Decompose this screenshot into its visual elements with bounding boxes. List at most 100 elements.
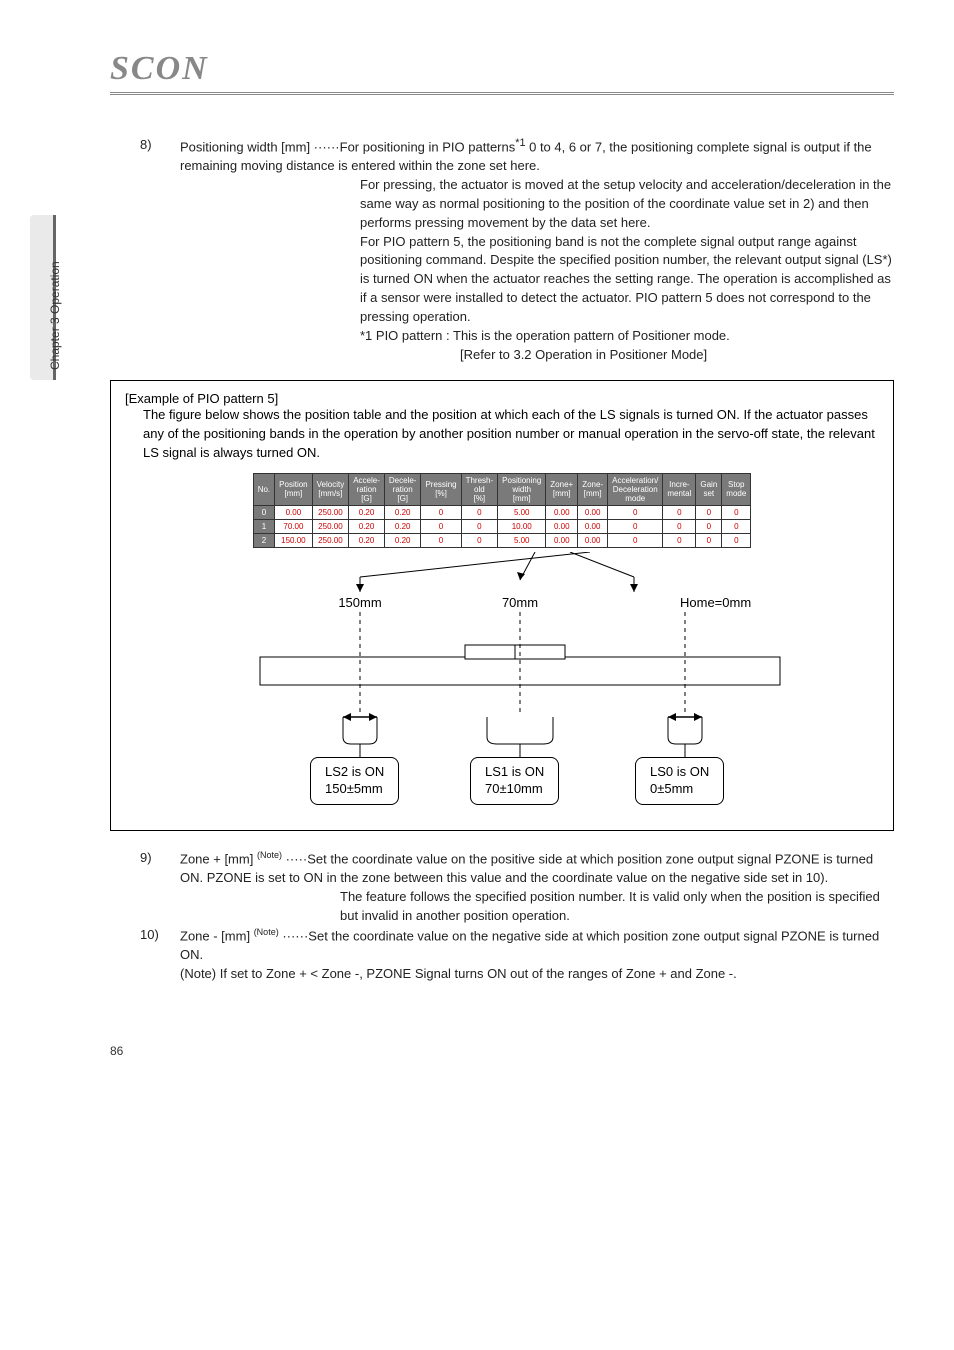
ls2-box: LS2 is ON 150±5mm: [310, 757, 399, 805]
table-cell: 0: [663, 519, 696, 533]
table-cell: 5.00: [498, 533, 546, 547]
table-cell: 0: [421, 505, 461, 519]
table-cell: 0.00: [546, 519, 578, 533]
table-cell: 250.00: [312, 519, 349, 533]
diagram: 150mm 70mm Home=0mm: [125, 552, 879, 812]
table-cell: 0: [663, 505, 696, 519]
ls1-line2: 70±10mm: [485, 781, 544, 798]
table-cell: 150.00: [275, 533, 312, 547]
table-cell: 0.20: [384, 519, 421, 533]
table-header: Zone-[mm]: [578, 473, 608, 505]
item-8-note-label: *1 PIO pattern :: [360, 328, 450, 343]
label-150: 150mm: [338, 595, 381, 610]
table-cell: 0.20: [384, 505, 421, 519]
ls0-line2: 0±5mm: [650, 781, 709, 798]
table-cell: 5.00: [498, 505, 546, 519]
table-cell: 0.00: [578, 505, 608, 519]
table-cell: 0: [696, 533, 722, 547]
table-cell: 0: [722, 533, 751, 547]
ls2-line2: 150±5mm: [325, 781, 384, 798]
table-header: No.: [253, 473, 274, 505]
item-10-dots: ······: [279, 928, 309, 943]
table-header: Incre-mental: [663, 473, 696, 505]
table-cell: 0: [608, 519, 663, 533]
table-cell: 0: [461, 505, 498, 519]
table-cell: 0.00: [578, 533, 608, 547]
table-header: Thresh-old[%]: [461, 473, 498, 505]
example-box: [Example of PIO pattern 5] The figure be…: [110, 380, 894, 831]
table-cell: 0: [722, 519, 751, 533]
ls1-line1: LS1 is ON: [485, 764, 544, 781]
label-home: Home=0mm: [680, 595, 751, 610]
item-10-label: Zone - [mm]: [180, 928, 254, 943]
table-cell: 0: [253, 505, 274, 519]
example-text: The figure below shows the position tabl…: [143, 406, 879, 463]
table-cell: 0: [722, 505, 751, 519]
table-header: Positioningwidth[mm]: [498, 473, 546, 505]
item-8-sup: *1: [515, 137, 525, 149]
table-header: Decele-ration[G]: [384, 473, 421, 505]
table-cell: 0: [608, 505, 663, 519]
table-cell: 250.00: [312, 505, 349, 519]
table-cell: 0: [696, 505, 722, 519]
ls0-box: LS0 is ON 0±5mm: [635, 757, 724, 805]
item-8-p1a: For positioning in PIO patterns: [340, 139, 516, 154]
table-cell: 0.00: [275, 505, 312, 519]
table-cell: 0: [663, 533, 696, 547]
ls0-line1: LS0 is ON: [650, 764, 709, 781]
final-note: (Note) If set to Zone + < Zone -, PZONE …: [180, 965, 894, 984]
table-row: 00.00250.000.200.20005.000.000.000000: [253, 505, 751, 519]
item-8-note: *1 PIO pattern : This is the operation p…: [360, 327, 894, 346]
page-number: 86: [110, 1044, 894, 1058]
table-cell: 70.00: [275, 519, 312, 533]
item-9-p2: The feature follows the specified positi…: [340, 888, 894, 926]
table-header: Gainset: [696, 473, 722, 505]
table-cell: 0.20: [349, 519, 385, 533]
table-header: Acceleration/Decelerationmode: [608, 473, 663, 505]
example-title: [Example of PIO pattern 5]: [125, 391, 879, 406]
table-cell: 2: [253, 533, 274, 547]
table-cell: 0.00: [546, 505, 578, 519]
item-9: 9) Zone + [mm] (Note) ·····Set the coord…: [140, 849, 894, 888]
item-9-label: Zone + [mm]: [180, 851, 257, 866]
table-header: Pressing[%]: [421, 473, 461, 505]
table-header: Accele-ration[G]: [349, 473, 385, 505]
item-8-note2: [Refer to 3.2 Operation in Positioner Mo…: [460, 346, 894, 365]
table-cell: 0: [421, 519, 461, 533]
item-8-p3: For PIO pattern 5, the positioning band …: [360, 233, 894, 327]
table-cell: 0: [461, 519, 498, 533]
item-8-number: 8): [140, 136, 180, 176]
table-cell: 0.20: [384, 533, 421, 547]
table-row: 170.00250.000.200.200010.000.000.000000: [253, 519, 751, 533]
item-10-number: 10): [140, 926, 180, 965]
item-8-label: Positioning width [mm] ······: [180, 139, 340, 154]
item-8-note1: This is the operation pattern of Positio…: [453, 328, 730, 343]
table-row: 2150.00250.000.200.20005.000.000.000000: [253, 533, 751, 547]
item-10: 10) Zone - [mm] (Note) ······Set the coo…: [140, 926, 894, 965]
table-cell: 0: [608, 533, 663, 547]
logo: SCON: [110, 50, 894, 88]
label-70: 70mm: [502, 595, 538, 610]
table-header: Zone+[mm]: [546, 473, 578, 505]
table-cell: 250.00: [312, 533, 349, 547]
table-header: Stopmode: [722, 473, 751, 505]
header-rule: [110, 92, 894, 96]
item-8-p2: For pressing, the actuator is moved at t…: [360, 176, 894, 233]
item-9-dots: ·····: [282, 851, 307, 866]
item-10-sup: (Note): [254, 927, 279, 937]
item-9-number: 9): [140, 849, 180, 888]
position-table: No.Position[mm]Velocity[mm/s]Accele-rati…: [253, 473, 752, 548]
page-content: SCON 8) Positioning width [mm] ······For…: [0, 0, 954, 1098]
item-9-sup: (Note): [257, 850, 282, 860]
item-8: 8) Positioning width [mm] ······For posi…: [140, 136, 894, 176]
table-cell: 0.20: [349, 505, 385, 519]
table-cell: 10.00: [498, 519, 546, 533]
table-cell: 0: [461, 533, 498, 547]
table-cell: 0.00: [546, 533, 578, 547]
ls2-line1: LS2 is ON: [325, 764, 384, 781]
ls1-box: LS1 is ON 70±10mm: [470, 757, 559, 805]
table-cell: 0.20: [349, 533, 385, 547]
table-cell: 0: [696, 519, 722, 533]
table-cell: 0: [421, 533, 461, 547]
table-cell: 1: [253, 519, 274, 533]
